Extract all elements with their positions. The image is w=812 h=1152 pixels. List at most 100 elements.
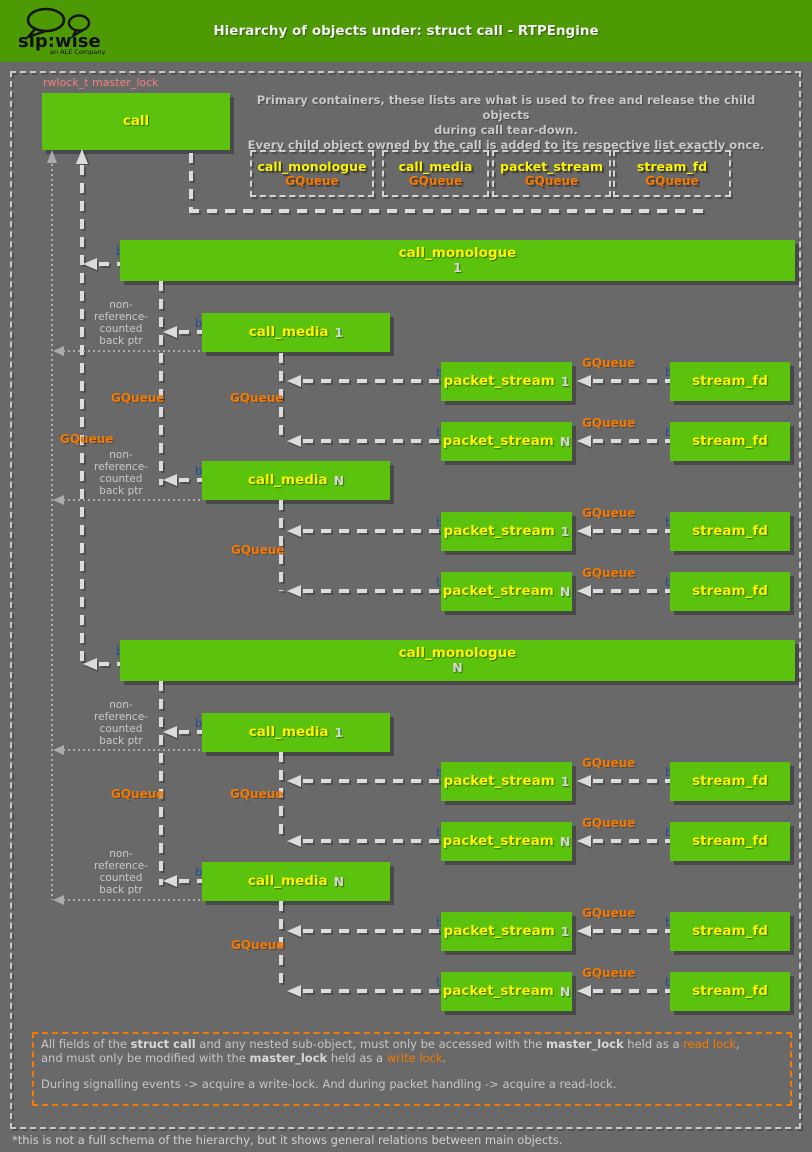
node-label: packet_stream <box>443 523 555 539</box>
arrow-left-icon <box>577 375 591 387</box>
node-stream-fd: stream_fd <box>670 822 790 861</box>
node-label: stream_fd <box>692 523 768 539</box>
nonref-backptr-label: non- reference- counted back ptr <box>94 848 148 896</box>
arrow-left-icon <box>53 495 64 505</box>
media1-stream-line <box>279 353 283 441</box>
gqueue-label: GQueue <box>582 356 636 370</box>
node-call-media-n: call_media N <box>202 862 390 901</box>
intro-line-2: during call tear-down. <box>434 123 578 137</box>
node-call-monologue-n: call_monologue N <box>120 640 795 681</box>
node-index: N <box>333 472 345 488</box>
node-index: 1 <box>560 373 570 389</box>
arrow-left-icon <box>577 585 591 597</box>
connector-line <box>303 379 441 383</box>
connector-line <box>303 529 441 533</box>
arrow-left-icon <box>287 435 301 447</box>
arrow-left-icon <box>53 895 64 905</box>
connector-line <box>593 929 670 933</box>
connector-line <box>99 662 120 666</box>
header-bar: sip:wise an ALE Company Hierarchy of obj… <box>0 0 812 62</box>
container-call-media: call_media GQueue <box>382 150 489 197</box>
node-stream-fd: stream_fd <box>670 762 790 801</box>
container-type: GQueue <box>645 173 699 188</box>
connector-line <box>593 439 670 443</box>
arrow-up-icon <box>47 150 57 163</box>
connector-line <box>593 779 670 783</box>
gqueue-label: GQueue <box>111 787 165 801</box>
nonref-dotted-line <box>63 350 202 352</box>
node-label: stream_fd <box>692 923 768 939</box>
connector-line <box>593 989 670 993</box>
node-index: N <box>559 583 571 599</box>
node-packet-stream-1: packet_stream 1 <box>441 362 572 401</box>
monologue-backptr-line <box>80 165 84 665</box>
note-text: and any nested sub-object, must only be … <box>195 1037 546 1051</box>
node-stream-fd: stream_fd <box>670 572 790 611</box>
node-packet-stream-n: packet_stream N <box>441 822 572 861</box>
gqueue-label: GQueue <box>582 816 636 830</box>
arrow-left-icon <box>53 346 64 356</box>
locking-note: All fields of the struct call and any ne… <box>32 1032 792 1106</box>
node-label: stream_fd <box>692 833 768 849</box>
sipwise-logo: sip:wise an ALE Company <box>16 7 112 59</box>
connector-line <box>593 529 670 533</box>
gqueue-label: GQueue <box>230 391 284 405</box>
arrow-left-icon <box>577 835 591 847</box>
container-type: GQueue <box>408 173 463 188</box>
arrow-left-icon <box>83 258 97 270</box>
connector-line <box>189 153 193 211</box>
arrow-left-icon <box>287 375 301 387</box>
node-label: call_media <box>248 324 329 340</box>
read-lock-text: read lock <box>683 1037 736 1051</box>
node-index: 1 <box>560 923 570 939</box>
diagram-border <box>10 71 801 1129</box>
node-label: packet_stream <box>442 583 554 599</box>
nonref-dotted-line <box>63 749 202 751</box>
node-index: 1 <box>334 324 344 340</box>
arrow-left-icon <box>83 658 97 670</box>
node-label: stream_fd <box>692 433 768 449</box>
node-index: N <box>559 433 571 449</box>
arrow-left-icon <box>163 875 177 887</box>
arrow-left-icon <box>287 585 301 597</box>
arrow-left-icon <box>163 326 177 338</box>
page-title: Hierarchy of objects under: struct call … <box>213 23 599 39</box>
node-label: packet_stream <box>443 773 555 789</box>
container-name: stream_fd <box>636 158 708 174</box>
mediaN-stream-line <box>279 500 283 591</box>
node-index: 1 <box>334 724 344 740</box>
gqueue-label: GQueue <box>582 416 636 430</box>
container-type: GQueue <box>524 173 579 188</box>
note-bold: struct call <box>130 1037 196 1051</box>
note-bold: master_lock <box>249 1050 328 1065</box>
connector-line <box>593 839 670 843</box>
container-name: call_media <box>398 158 473 174</box>
nonref-backptr-line <box>51 164 53 900</box>
node-label: packet_stream <box>443 373 555 389</box>
gqueue-label: GQueue <box>582 566 636 580</box>
gqueue-label: GQueue <box>231 938 285 952</box>
node-call-media-1: call_media 1 <box>202 713 390 752</box>
monologueN-media-line <box>159 681 163 885</box>
note-line-1: All fields of the struct call and any ne… <box>41 1037 783 1052</box>
note-text: All fields of the <box>41 1037 131 1051</box>
container-type: GQueue <box>285 173 339 188</box>
node-label: packet_stream <box>442 983 554 999</box>
note-text: held as a <box>623 1037 684 1051</box>
node-stream-fd: stream_fd <box>670 972 790 1011</box>
gqueue-label: GQueue <box>231 543 285 557</box>
node-index: N <box>559 983 571 999</box>
node-label: call_media <box>247 873 328 889</box>
nonref-backptr-label: non- reference- counted back ptr <box>94 699 148 747</box>
node-call: call <box>42 93 230 150</box>
arrow-left-icon <box>163 726 177 738</box>
arrow-up-icon <box>76 149 88 164</box>
arrow-left-icon <box>577 925 591 937</box>
node-call-media-n: call_media N <box>202 461 390 500</box>
nonref-dotted-line <box>63 499 202 501</box>
node-packet-stream-1: packet_stream 1 <box>441 912 572 951</box>
node-label: packet_stream <box>442 833 554 849</box>
connector-line <box>179 730 202 734</box>
node-stream-fd: stream_fd <box>670 422 790 461</box>
node-label: packet_stream <box>443 923 555 939</box>
